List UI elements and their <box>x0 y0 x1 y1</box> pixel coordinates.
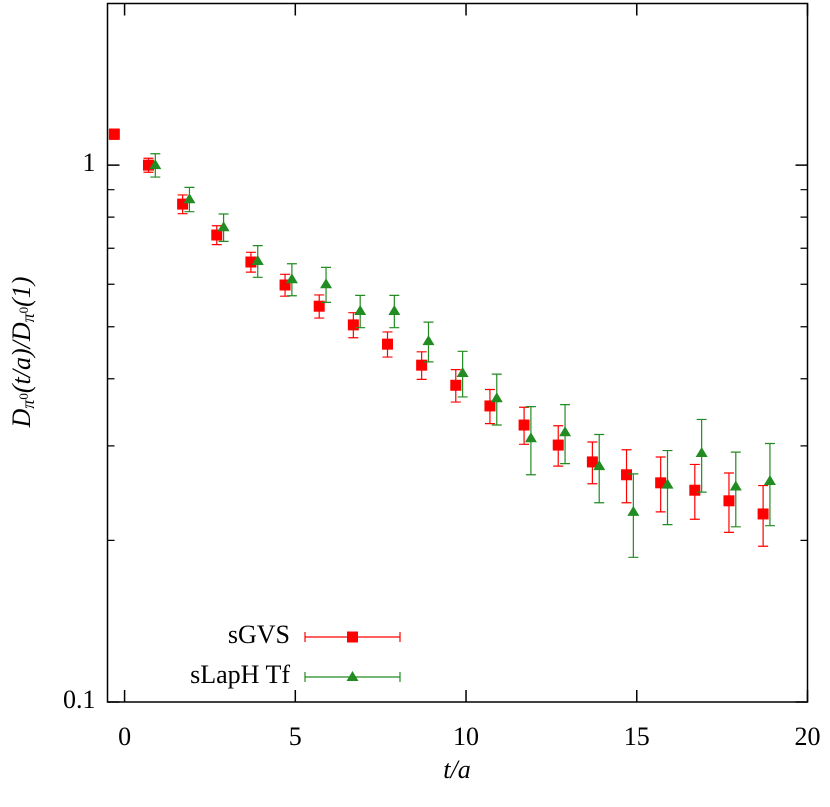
x-tick-label: 10 <box>453 722 479 751</box>
point <box>695 446 708 457</box>
point <box>354 304 367 315</box>
point <box>313 300 325 312</box>
point <box>320 278 333 289</box>
x-tick-label: 5 <box>289 722 302 751</box>
point <box>422 335 435 346</box>
point <box>142 159 154 171</box>
y-axis-label-part: D <box>7 408 36 428</box>
point <box>484 400 496 412</box>
point <box>490 392 503 403</box>
point <box>149 159 162 170</box>
point <box>347 319 359 331</box>
point <box>627 505 640 516</box>
point <box>382 338 393 350</box>
point <box>524 432 537 443</box>
y-axis-label-part: (t/a)/ <box>7 338 36 393</box>
point <box>177 198 189 210</box>
x-tick-label: 0 <box>118 722 131 751</box>
x-tick-label: 15 <box>624 722 650 751</box>
y-axis-label: Dπ0(t/a)/Dπ0(1) <box>7 277 38 429</box>
point <box>450 379 462 391</box>
point <box>655 477 667 489</box>
point <box>661 478 674 489</box>
legend-marker <box>347 631 358 643</box>
y-axis-label-part: π <box>18 399 38 409</box>
point <box>388 304 401 315</box>
plot-frame <box>106 2 809 703</box>
point <box>518 419 530 431</box>
y-axis-label-part: 0 <box>16 307 31 314</box>
y-axis-label-part: π <box>18 312 38 322</box>
y-axis-label-part: (1) <box>7 277 36 307</box>
point <box>211 229 223 241</box>
point <box>552 439 564 451</box>
x-tick-label: 20 <box>795 722 821 751</box>
point <box>559 426 572 437</box>
point <box>729 480 742 491</box>
point <box>285 273 298 284</box>
point <box>456 367 469 378</box>
point <box>689 484 701 496</box>
point <box>586 456 598 468</box>
point <box>723 495 735 507</box>
point <box>183 193 196 204</box>
point <box>416 359 428 371</box>
legend-label: sLapH Tf <box>190 660 290 689</box>
point <box>763 475 776 486</box>
point <box>621 469 633 481</box>
point <box>217 221 230 232</box>
y-axis-label-part: 0 <box>16 393 31 400</box>
legend-label: sGVS <box>228 620 290 649</box>
point <box>245 256 257 268</box>
point <box>108 128 120 140</box>
legend-marker <box>346 671 359 681</box>
point <box>251 254 264 265</box>
point <box>757 508 769 520</box>
y-tick-label: 1 <box>83 148 96 177</box>
y-tick-label: 0.1 <box>63 685 96 714</box>
point <box>593 460 606 471</box>
x-axis-label: t/a <box>443 755 470 784</box>
y-axis-label-part: D <box>7 322 36 342</box>
point <box>279 279 291 291</box>
